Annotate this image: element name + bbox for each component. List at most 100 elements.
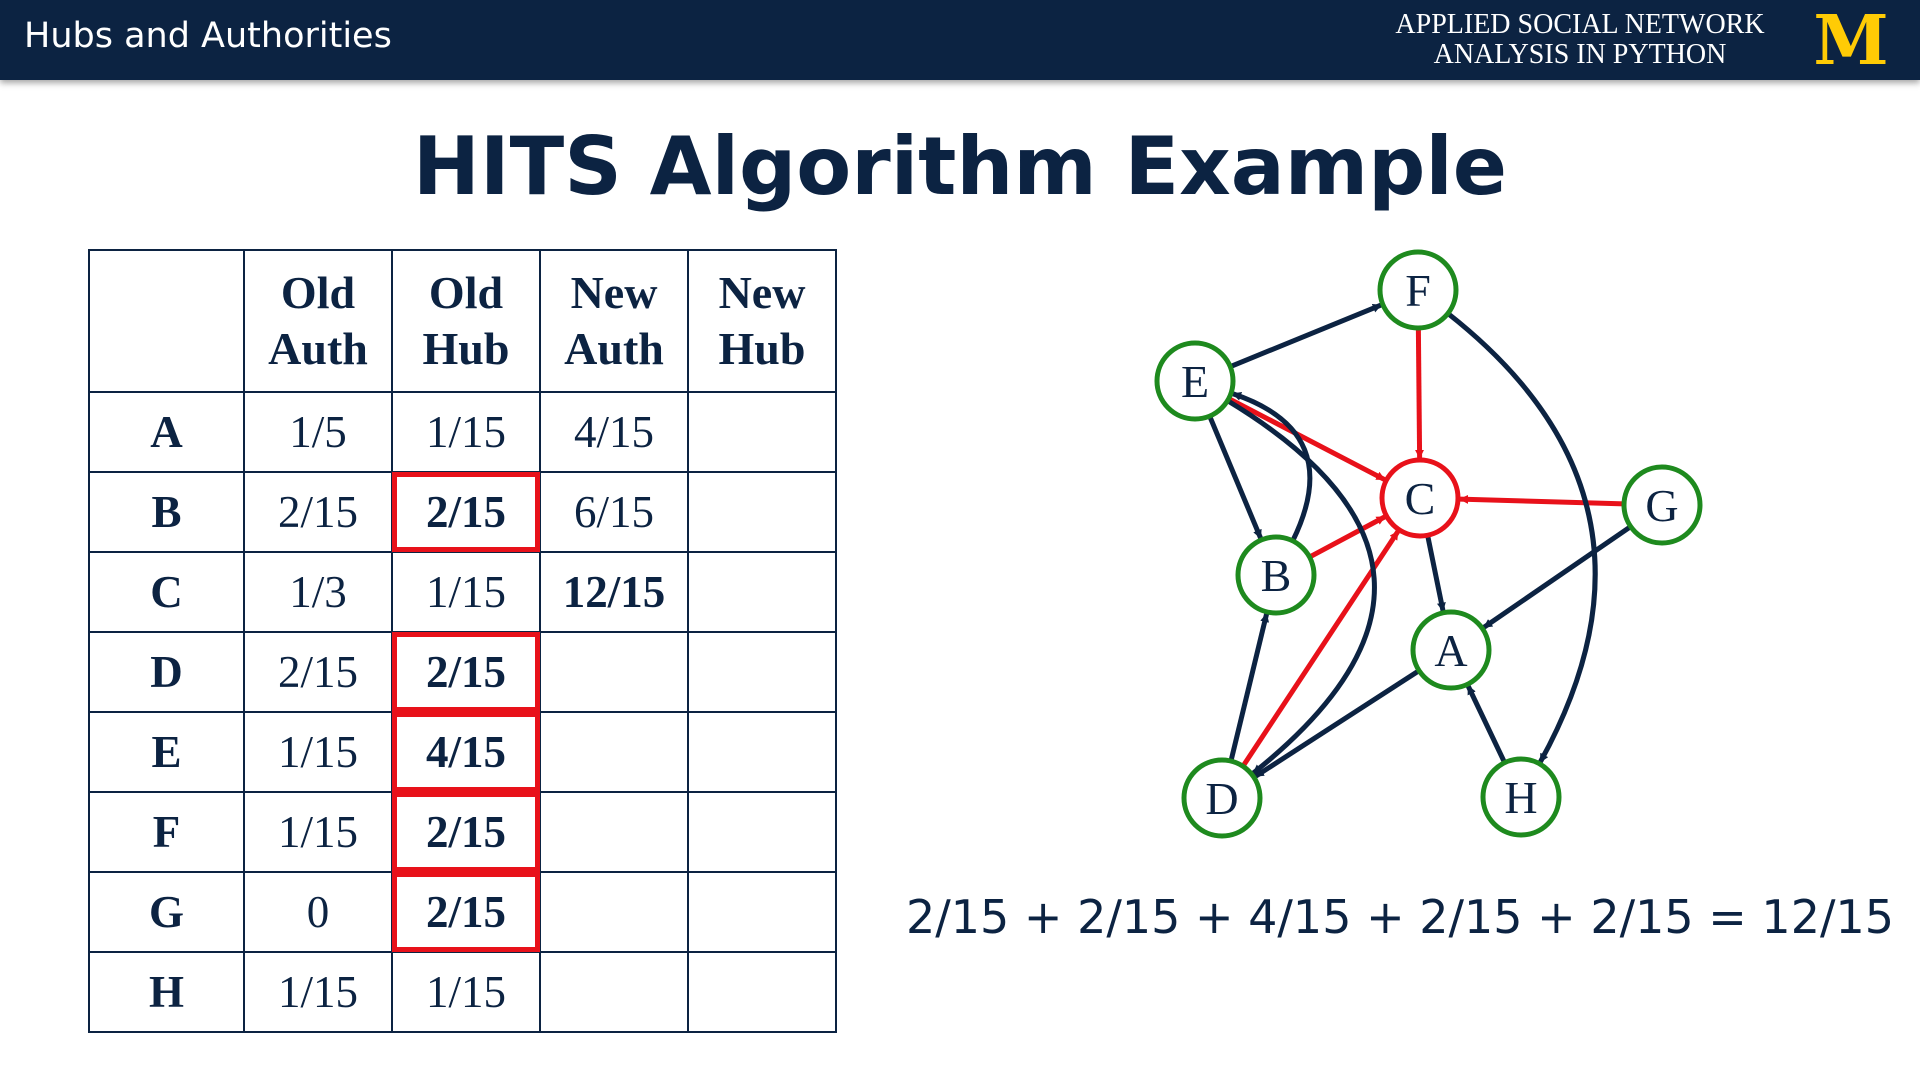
node-label: D	[1205, 773, 1238, 824]
cell-old-auth: 2/15	[243, 471, 393, 553]
cell-new-hub	[687, 951, 837, 1033]
cell-new-hub	[687, 551, 837, 633]
table-row: D 2/15 2/15	[88, 631, 837, 713]
col-header-new-hub: New Hub	[687, 249, 837, 393]
table-header-row: Old Auth Old Hub New Auth New Hub	[88, 249, 837, 393]
graph-node-g: G	[1621, 464, 1703, 546]
cell-new-hub	[687, 471, 837, 553]
cell-old-auth: 0	[243, 871, 393, 953]
cell-new-auth	[539, 631, 689, 713]
node-label: G	[1645, 480, 1678, 531]
edge-c-to-a	[1425, 534, 1446, 612]
edge-g-to-c	[1459, 494, 1625, 507]
cell-old-auth: 1/3	[243, 551, 393, 633]
hub-sum-equation: 2/15 + 2/15 + 4/15 + 2/15 + 2/15 = 12/15	[906, 890, 1894, 944]
cell-old-auth: 1/15	[243, 791, 393, 873]
node-layer: A B C D E F G H	[1154, 249, 1703, 839]
row-label-d: D	[88, 631, 245, 713]
table-row: C 1/3 1/15 12/15	[88, 551, 837, 633]
edge-f-to-h	[1446, 311, 1598, 764]
node-label: E	[1181, 356, 1209, 407]
graph-node-h: H	[1480, 756, 1562, 838]
cell-new-auth	[539, 791, 689, 873]
row-label-c: C	[88, 551, 245, 633]
cell-new-auth-result: 12/15	[539, 551, 689, 633]
edge-e-to-b	[1207, 415, 1263, 540]
node-label: H	[1504, 772, 1537, 823]
slide-title: HITS Algorithm Example	[412, 120, 1508, 213]
col-header-node	[88, 249, 245, 393]
edge-layer	[1207, 302, 1633, 779]
cell-old-hub: 1/15	[391, 391, 541, 473]
edge-e-to-d	[1226, 398, 1377, 776]
row-label-e: E	[88, 711, 245, 793]
cell-old-hub-highlighted: 2/15	[391, 631, 541, 713]
table-row: B 2/15 2/15 6/15	[88, 471, 837, 553]
lecture-title: Hubs and Authorities	[24, 16, 392, 56]
table-row: A 1/5 1/15 4/15	[88, 391, 837, 473]
logo-letter: M	[1813, 8, 1888, 72]
graph-node-c: C	[1379, 457, 1461, 539]
cell-old-hub-highlighted: 4/15	[391, 711, 541, 793]
row-label-a: A	[88, 391, 245, 473]
cell-new-auth	[539, 951, 689, 1033]
edge-e-to-f	[1229, 302, 1382, 369]
cell-old-auth: 1/15	[243, 951, 393, 1033]
edge-e-to-c	[1227, 396, 1386, 482]
row-label-h: H	[88, 951, 245, 1033]
course-name-line1: APPLIED SOCIAL NETWORK	[1395, 9, 1765, 40]
row-label-g: G	[88, 871, 245, 953]
graph-node-b: B	[1235, 534, 1317, 616]
cell-old-hub: 1/15	[391, 951, 541, 1033]
course-name: APPLIED SOCIAL NETWORK ANALYSIS IN PYTHO…	[1370, 10, 1790, 70]
cell-old-hub-highlighted: 2/15	[391, 471, 541, 553]
edge-g-to-a	[1482, 524, 1633, 630]
table-row: E 1/15 4/15	[88, 711, 837, 793]
table-row: G 0 2/15	[88, 871, 837, 953]
cell-new-auth	[539, 711, 689, 793]
row-label-f: F	[88, 791, 245, 873]
university-logo: M	[1813, 8, 1888, 72]
row-label-b: B	[88, 471, 245, 553]
graph-node-a: A	[1410, 609, 1492, 691]
node-circle	[1621, 464, 1703, 546]
cell-old-hub: 1/15	[391, 551, 541, 633]
header-bar: Hubs and Authorities APPLIED SOCIAL NETW…	[0, 0, 1920, 80]
col-header-old-hub: Old Hub	[391, 249, 541, 393]
edge-d-to-b	[1228, 613, 1270, 762]
cell-old-auth: 1/5	[243, 391, 393, 473]
cell-new-hub	[687, 871, 837, 953]
node-label: F	[1405, 265, 1431, 316]
node-circle	[1377, 249, 1459, 331]
cell-old-auth: 1/15	[243, 711, 393, 793]
cell-new-auth	[539, 871, 689, 953]
node-label: B	[1261, 550, 1292, 601]
col-header-new-auth: New Auth	[539, 249, 689, 393]
cell-new-hub	[687, 791, 837, 873]
node-circle	[1235, 534, 1317, 616]
node-circle	[1410, 609, 1492, 691]
cell-new-hub	[687, 711, 837, 793]
node-label: A	[1434, 625, 1467, 676]
cell-old-hub-highlighted: 2/15	[391, 871, 541, 953]
edge-b-to-c	[1308, 514, 1386, 560]
edge-f-to-c	[1415, 327, 1425, 459]
col-header-old-auth: Old Auth	[243, 249, 393, 393]
cell-new-auth: 6/15	[539, 471, 689, 553]
hits-table: Old Auth Old Hub New Auth New Hub A 1/5 1/15…	[88, 249, 837, 1033]
edge-b-to-e	[1232, 391, 1313, 542]
table-row: F 1/15 2/15	[88, 791, 837, 873]
table-row: H 1/15 1/15	[88, 951, 837, 1033]
cell-old-auth: 2/15	[243, 631, 393, 713]
node-circle	[1480, 756, 1562, 838]
node-circle	[1379, 457, 1461, 539]
edge-h-to-a	[1465, 685, 1507, 764]
graph-node-e: E	[1154, 340, 1236, 422]
graph-node-f: F	[1377, 249, 1459, 331]
node-circle	[1181, 757, 1263, 839]
cell-new-auth: 4/15	[539, 391, 689, 473]
course-name-line2: ANALYSIS IN PYTHON	[1433, 39, 1727, 70]
node-circle	[1154, 340, 1236, 422]
edge-a-to-d	[1254, 668, 1421, 779]
